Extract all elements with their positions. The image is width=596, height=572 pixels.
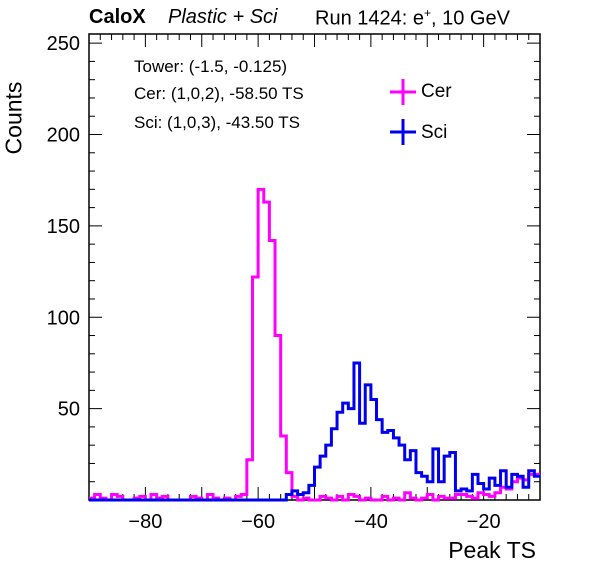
header-subtitle: Plastic + Sci <box>168 6 278 28</box>
info-cer: Cer: (1,0,2), -58.50 TS <box>134 84 304 103</box>
y-tick-label: 100 <box>47 307 80 329</box>
y-tick-label: 250 <box>47 33 80 55</box>
run-suffix: , 10 GeV <box>431 7 510 30</box>
legend-marker-cer <box>390 79 416 105</box>
x-tick-label: −60 <box>241 511 275 533</box>
run-charge: + <box>423 6 431 20</box>
run-prefix: Run 1424: e <box>315 7 424 30</box>
series-layer <box>89 187 540 502</box>
histogram-series-sci <box>89 361 540 502</box>
x-tick-label: −40 <box>354 511 388 533</box>
legend-label-cer: Cer <box>421 81 452 102</box>
header-run: Run 1424: e+, 10 GeV <box>315 6 510 31</box>
info-tower: Tower: (-1.5, -0.125) <box>134 57 288 76</box>
histogram-series-cer <box>89 187 540 502</box>
y-axis-label: Counts <box>0 81 27 155</box>
info-sci: Sci: (1,0,3), -43.50 TS <box>134 113 300 132</box>
legend-marker-sci <box>390 119 416 145</box>
y-tick-label: 50 <box>58 399 80 421</box>
header-brand: CaloX <box>89 6 146 28</box>
y-tick-label: 200 <box>47 125 80 147</box>
x-tick-label: −80 <box>128 511 162 533</box>
legend-markers <box>390 79 416 145</box>
y-tick-label: 150 <box>47 216 80 238</box>
x-axis-label: Peak TS <box>448 537 536 563</box>
x-tick-label: −20 <box>467 511 501 533</box>
tick-labels: −80 −60 −40 −20 50 100 150 200 250 <box>47 33 501 533</box>
legend-label-sci: Sci <box>421 122 448 143</box>
